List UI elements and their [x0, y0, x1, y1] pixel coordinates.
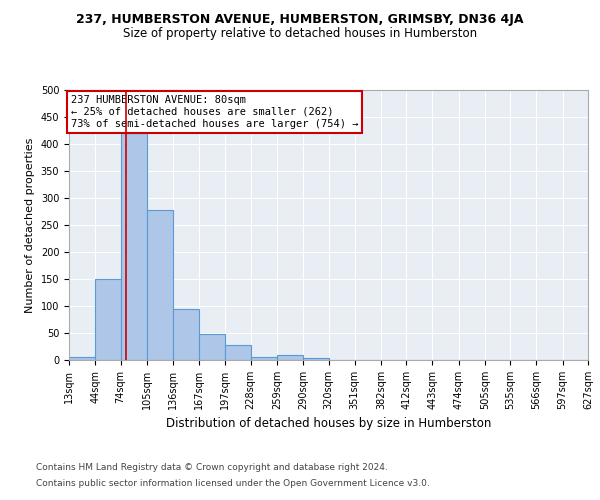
Bar [303, 358, 329, 360]
Bar [199, 334, 224, 360]
Bar [69, 358, 95, 360]
Text: Size of property relative to detached houses in Humberston: Size of property relative to detached ho… [123, 28, 477, 40]
Text: Contains public sector information licensed under the Open Government Licence v3: Contains public sector information licen… [36, 478, 430, 488]
Bar [277, 354, 303, 360]
Bar [224, 346, 251, 360]
Text: 237 HUMBERSTON AVENUE: 80sqm
← 25% of detached houses are smaller (262)
73% of s: 237 HUMBERSTON AVENUE: 80sqm ← 25% of de… [71, 96, 358, 128]
Bar [251, 357, 277, 360]
X-axis label: Distribution of detached houses by size in Humberston: Distribution of detached houses by size … [166, 418, 491, 430]
Y-axis label: Number of detached properties: Number of detached properties [25, 138, 35, 312]
Bar [121, 133, 147, 360]
Bar [173, 308, 199, 360]
Bar [95, 279, 121, 360]
Text: 237, HUMBERSTON AVENUE, HUMBERSTON, GRIMSBY, DN36 4JA: 237, HUMBERSTON AVENUE, HUMBERSTON, GRIM… [76, 12, 524, 26]
Text: Contains HM Land Registry data © Crown copyright and database right 2024.: Contains HM Land Registry data © Crown c… [36, 464, 388, 472]
Bar [147, 210, 173, 360]
